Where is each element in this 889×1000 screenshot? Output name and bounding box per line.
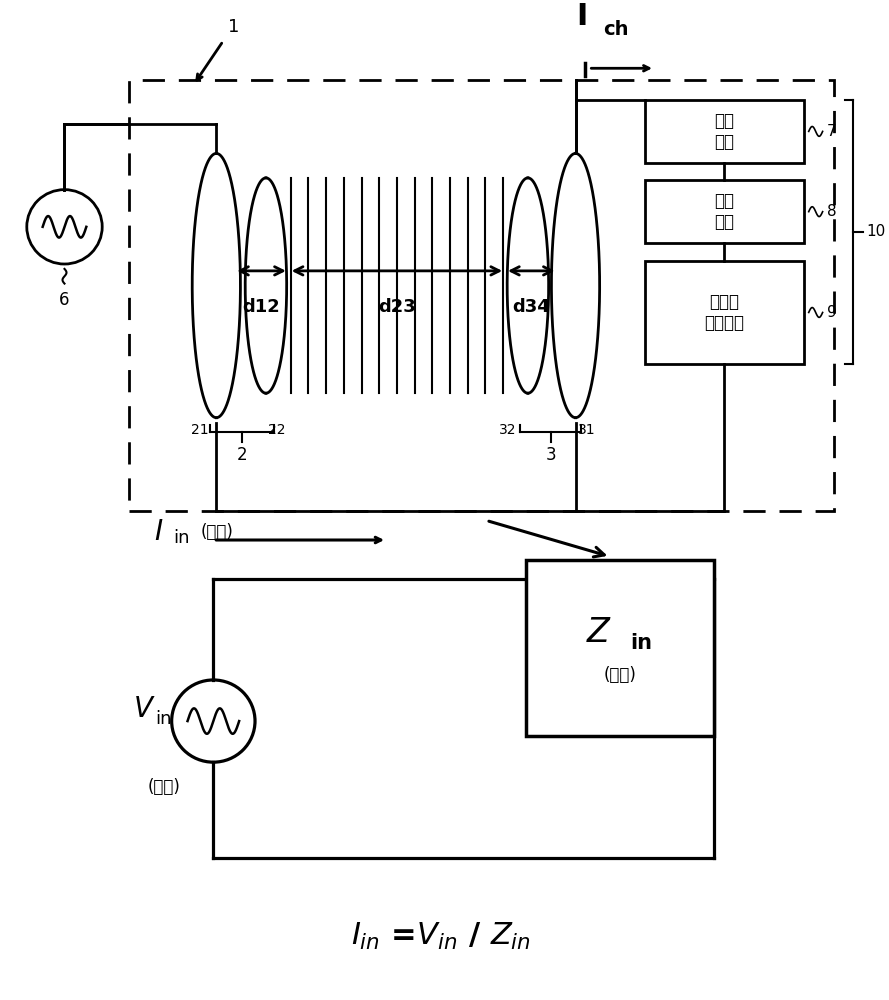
Text: 2: 2 <box>236 446 247 464</box>
Text: (阻抗): (阻抗) <box>604 666 637 684</box>
Text: $I_{in}$ =$V_{in}$ / $Z_{in}$: $I_{in}$ =$V_{in}$ / $Z_{in}$ <box>350 921 531 952</box>
Text: 10: 10 <box>866 224 885 239</box>
Text: 21: 21 <box>191 423 208 437</box>
Text: 32: 32 <box>499 423 516 437</box>
Text: 3: 3 <box>546 446 556 464</box>
Text: 7: 7 <box>827 124 837 139</box>
Text: 6: 6 <box>60 291 69 309</box>
Bar <box>526 560 715 736</box>
Text: 稳定
电路: 稳定 电路 <box>715 112 734 151</box>
Text: in: in <box>630 633 653 653</box>
Text: ch: ch <box>604 20 629 39</box>
Text: d12: d12 <box>243 298 280 316</box>
Text: d23: d23 <box>378 298 416 316</box>
Text: 31: 31 <box>578 423 595 437</box>
Text: 充电
电路: 充电 电路 <box>715 192 734 231</box>
Text: $V$: $V$ <box>133 695 156 723</box>
Text: in: in <box>173 529 190 547</box>
Text: $Z$: $Z$ <box>586 616 613 649</box>
Bar <box>645 261 804 364</box>
Text: 锂离子
二次电池: 锂离子 二次电池 <box>704 293 744 332</box>
Bar <box>645 100 804 163</box>
Text: $I$: $I$ <box>154 518 164 546</box>
Text: 1: 1 <box>228 18 240 36</box>
Text: (电压): (电压) <box>148 778 180 796</box>
Bar <box>645 180 804 243</box>
Text: in: in <box>156 710 172 728</box>
Text: 8: 8 <box>827 204 837 219</box>
Text: 9: 9 <box>827 305 837 320</box>
Text: 22: 22 <box>268 423 285 437</box>
Text: d34: d34 <box>512 298 550 316</box>
Text: $\mathbf{I}$: $\mathbf{I}$ <box>575 2 586 31</box>
Text: (电流): (电流) <box>200 523 233 541</box>
